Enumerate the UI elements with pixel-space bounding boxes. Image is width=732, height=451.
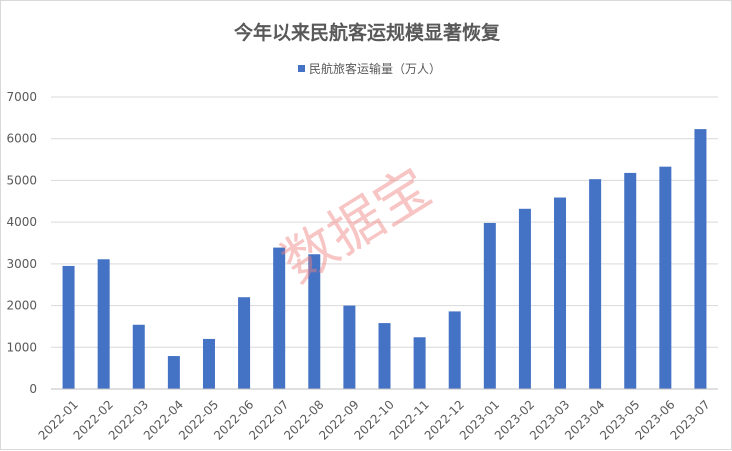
y-tick-label: 0 <box>29 382 37 396</box>
bars <box>62 129 707 389</box>
bar <box>659 166 672 389</box>
gridlines <box>51 96 718 348</box>
y-tick-label: 7000 <box>6 90 37 104</box>
y-tick-label: 1000 <box>6 340 37 354</box>
bar <box>694 129 707 389</box>
bar <box>378 323 391 389</box>
bar <box>238 297 251 389</box>
legend: 民航旅客运输量（万人） <box>298 61 441 76</box>
y-tick-label: 6000 <box>6 132 37 146</box>
bar <box>624 172 637 389</box>
bar <box>413 337 426 389</box>
legend-swatch <box>298 65 305 72</box>
y-axis-ticks: 0 1000 2000 3000 4000 5000 6000 7000 <box>6 90 37 396</box>
bar <box>483 222 496 389</box>
y-tick-label: 2000 <box>6 299 37 313</box>
bar <box>62 265 75 389</box>
y-tick-label: 3000 <box>6 257 37 271</box>
bar <box>273 247 286 389</box>
watermark: 数据宝 <box>271 156 442 295</box>
y-tick-label: 4000 <box>6 215 37 229</box>
x-axis-ticks: 2022-012022-022022-032022-042022-052022-… <box>36 397 713 442</box>
bar <box>343 305 356 389</box>
bar <box>554 197 567 389</box>
bar <box>518 208 531 389</box>
bar <box>97 259 110 389</box>
bar <box>589 179 602 389</box>
bar <box>132 324 145 389</box>
bar <box>308 254 321 389</box>
chart-title: 今年以来民航客运规模显著恢复 <box>233 21 501 44</box>
bar <box>448 311 461 389</box>
bar <box>167 356 180 389</box>
legend-label: 民航旅客运输量（万人） <box>309 61 441 76</box>
bar <box>202 338 215 389</box>
y-tick-label: 5000 <box>6 173 37 187</box>
